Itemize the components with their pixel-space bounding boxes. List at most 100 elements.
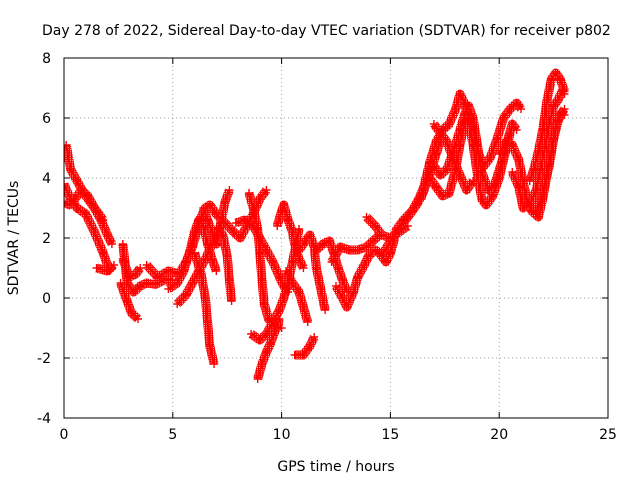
data-point xyxy=(203,216,212,224)
data-point xyxy=(495,174,504,182)
data-point xyxy=(203,318,212,326)
data-point xyxy=(519,204,528,212)
data-point xyxy=(79,189,88,197)
data-point xyxy=(153,273,162,281)
data-point xyxy=(73,204,82,212)
data-point xyxy=(303,318,312,326)
data-point xyxy=(268,258,277,266)
data-point xyxy=(194,216,203,224)
data-point xyxy=(464,117,473,125)
data-point xyxy=(443,165,451,173)
data-point xyxy=(288,279,297,287)
axis-ticks xyxy=(63,57,609,419)
data-point xyxy=(258,276,266,284)
data-point xyxy=(321,306,330,314)
x-axis-label: GPS time / hours xyxy=(277,459,394,475)
data-point xyxy=(445,120,454,128)
data-point xyxy=(173,300,182,308)
sdtvar-track-core xyxy=(294,336,316,357)
data-point xyxy=(295,225,303,233)
data-point xyxy=(390,228,399,236)
data-point xyxy=(190,249,199,257)
data-point xyxy=(142,279,151,287)
data-point xyxy=(260,300,269,308)
data-point xyxy=(549,135,558,143)
data-point xyxy=(275,315,284,323)
y-tick-label: -4 xyxy=(37,411,51,427)
data-point xyxy=(508,120,517,128)
data-point xyxy=(408,207,417,215)
x-tick-label: 15 xyxy=(381,427,399,443)
data-point xyxy=(216,219,225,227)
data-point xyxy=(129,288,138,296)
data-point xyxy=(525,177,534,185)
data-point xyxy=(116,279,125,287)
sdtvar-track-core xyxy=(119,282,139,320)
data-point xyxy=(201,294,210,302)
data-point xyxy=(262,348,271,356)
data-point xyxy=(295,288,303,296)
data-point xyxy=(443,138,451,146)
data-point xyxy=(508,141,517,149)
data-point xyxy=(290,351,299,359)
data-point xyxy=(325,237,334,245)
y-tick-label: 0 xyxy=(42,291,51,307)
data-point xyxy=(554,96,562,104)
data-point xyxy=(201,255,210,263)
data-point xyxy=(451,105,460,113)
data-point xyxy=(538,189,547,197)
y-tick-label: 8 xyxy=(42,51,51,67)
data-point xyxy=(456,141,464,149)
data-point xyxy=(386,237,395,245)
sdtvar-track-core xyxy=(193,252,216,365)
data-point xyxy=(253,375,262,383)
data-point xyxy=(488,192,497,200)
data-point xyxy=(432,138,441,146)
data-point xyxy=(266,339,275,347)
data-point xyxy=(310,333,319,341)
data-point xyxy=(81,210,90,218)
data-point xyxy=(110,261,118,269)
data-point xyxy=(480,162,488,170)
data-point xyxy=(249,204,258,212)
data-point xyxy=(425,159,434,167)
data-point xyxy=(551,69,560,77)
data-point xyxy=(399,216,408,224)
data-point xyxy=(353,273,362,281)
data-point xyxy=(262,330,271,338)
data-point xyxy=(221,198,229,206)
data-point xyxy=(70,195,79,203)
data-point xyxy=(279,294,288,302)
data-point xyxy=(482,201,491,209)
data-point xyxy=(534,147,543,155)
data-point xyxy=(86,198,95,206)
data-point xyxy=(462,186,471,194)
data-point xyxy=(499,114,508,122)
data-point xyxy=(288,258,297,266)
data-point xyxy=(514,156,523,164)
data-point xyxy=(336,243,345,251)
y-tick-label: 4 xyxy=(42,171,51,187)
data-point xyxy=(236,234,245,242)
data-point xyxy=(334,264,343,272)
data-point xyxy=(255,195,264,203)
data-point xyxy=(305,342,314,350)
data-point xyxy=(92,264,101,272)
data-point xyxy=(429,120,438,128)
data-point xyxy=(186,246,195,254)
data-point xyxy=(151,280,160,289)
data-point xyxy=(469,177,478,185)
data-point xyxy=(416,195,425,203)
data-point xyxy=(360,261,369,269)
data-point xyxy=(227,297,236,305)
sdtvar-track-core xyxy=(256,318,281,380)
data-point xyxy=(205,342,214,350)
data-point xyxy=(255,336,264,344)
chart-title: Day 278 of 2022, Sidereal Day-to-day VTE… xyxy=(42,23,611,39)
data-point xyxy=(223,252,232,260)
data-point xyxy=(90,228,99,236)
data-point xyxy=(525,201,534,209)
data-point xyxy=(66,165,75,173)
data-point xyxy=(501,138,510,146)
data-point xyxy=(554,117,562,125)
